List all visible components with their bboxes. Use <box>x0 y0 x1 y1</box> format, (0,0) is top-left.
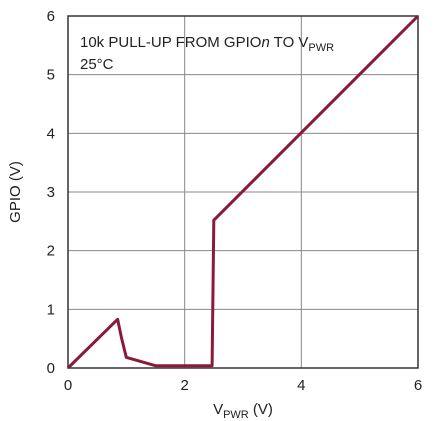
y-tick-label: 4 <box>47 125 55 142</box>
y-tick-label: 1 <box>47 301 55 318</box>
y-tick-label: 3 <box>47 184 55 201</box>
plot-frame <box>67 15 419 369</box>
y-tick-label: 2 <box>47 243 55 260</box>
x-tick-label: 4 <box>297 377 305 394</box>
x-tick-label: 6 <box>414 377 422 394</box>
x-tick-labels: 0 2 4 6 <box>64 377 422 394</box>
y-tick-label: 5 <box>47 67 55 84</box>
y-tick-label: 6 <box>47 8 55 25</box>
data-series <box>66 14 420 370</box>
y-axis-label: GPIO (V) <box>7 161 24 223</box>
annotation-line-1: 10k PULL-UP FROM GPIOn TO VPWR <box>80 34 334 54</box>
y-tick-label: 0 <box>47 360 55 377</box>
y-tick-labels: 0 1 2 3 4 5 6 <box>47 8 55 377</box>
x-tick-label: 2 <box>180 377 188 394</box>
annotation-line-2: 25°C <box>80 56 114 73</box>
x-tick-label: 0 <box>64 377 72 394</box>
series-line <box>66 14 420 370</box>
x-axis-label: VPWR (V) <box>213 401 273 421</box>
